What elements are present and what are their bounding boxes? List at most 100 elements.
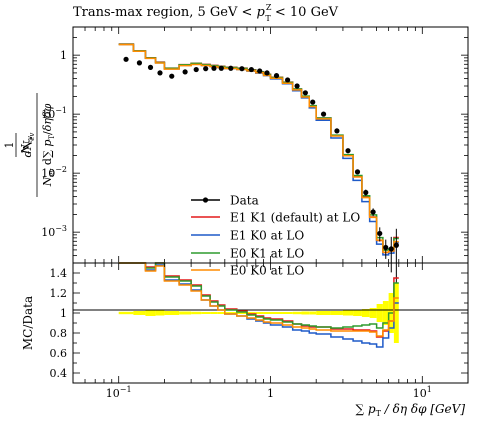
legend-label-e1k1: E1 K1 (default) at LO xyxy=(230,211,360,225)
main-series-line-3 xyxy=(118,43,399,253)
ratio-y-tick-label: 0.4 xyxy=(50,367,68,380)
uncertainty-band-bin xyxy=(201,312,211,314)
data-point xyxy=(388,246,394,252)
uncertainty-band-bin xyxy=(342,310,354,316)
main-data-points xyxy=(123,56,399,305)
data-point xyxy=(147,64,154,70)
legend-label-e0k1: E0 K1 at LO xyxy=(230,247,304,261)
svg-text:Nev: Nev xyxy=(19,136,34,155)
uncertainty-band-bin xyxy=(164,311,180,315)
data-point xyxy=(257,68,263,74)
data-point xyxy=(182,69,188,75)
ratio-y-tick-label: 0.6 xyxy=(50,347,68,360)
uncertainty-band-bin xyxy=(316,311,331,315)
uncertainty-band-bin xyxy=(145,310,156,316)
ratio-y-tick-label: 1 xyxy=(60,307,67,320)
uncertainty-band-bin xyxy=(369,308,377,318)
data-point xyxy=(294,83,300,89)
ratio-y-tick-label: 1.4 xyxy=(50,267,68,280)
svg-text:1: 1 xyxy=(3,142,16,149)
ratio-panel: 0.4 0.6 0.8 1 1.2 1.4 10−1 1 101 xyxy=(50,262,469,400)
data-point xyxy=(211,65,217,71)
uncertainty-band-bin xyxy=(292,311,302,315)
data-point xyxy=(377,230,383,237)
uncertainty-band-bin xyxy=(217,312,225,314)
data-point xyxy=(354,169,361,175)
data-point xyxy=(334,128,340,134)
main-panel: 1 10−1 10−2 10−3 xyxy=(41,26,469,305)
uncertainty-band-bin xyxy=(301,311,310,315)
uncertainty-band-bin xyxy=(361,309,370,317)
ratio-x-ticks: 10−1 1 101 xyxy=(72,263,469,400)
uncertainty-band-bin xyxy=(382,301,389,325)
data-point xyxy=(123,56,129,62)
uncertainty-band-bin xyxy=(270,312,283,314)
data-point xyxy=(302,90,308,96)
ratio-y-axis-label: MC/Data xyxy=(21,296,35,350)
main-y-ticks: 1 10−1 10−2 10−3 xyxy=(41,26,468,264)
main-y-axis-label: dNev Nev d∑ pT/δηδφ xyxy=(21,93,56,197)
x-tick-label: 101 xyxy=(413,385,432,400)
data-point xyxy=(157,70,163,76)
svg-text:dNev: dNev xyxy=(21,133,36,158)
ratio-mc-series xyxy=(118,262,399,348)
data-point xyxy=(383,244,389,251)
main-y-tick-label: 1 xyxy=(60,49,67,62)
chart-title: Trans-max region, 5 GeV < pZ T < 10 GeV xyxy=(73,3,339,23)
uncertainty-band-bin xyxy=(282,312,293,314)
uncertainty-band-bin xyxy=(330,311,343,315)
uncertainty-band-bin xyxy=(118,311,134,315)
data-point xyxy=(345,148,351,154)
data-point xyxy=(264,70,270,76)
legend-label-data: Data xyxy=(230,194,259,208)
data-point xyxy=(169,73,175,79)
uncertainty-band-bin xyxy=(393,283,399,343)
data-point xyxy=(393,242,399,248)
main-mc-series xyxy=(118,43,399,256)
uncertainty-band-bin xyxy=(353,310,362,316)
data-point xyxy=(228,65,234,71)
main-x-ticks xyxy=(72,27,469,263)
data-point xyxy=(248,66,254,73)
legend-entry-e1k0: E1 K0 at LO xyxy=(191,229,304,243)
uncertainty-band-bin xyxy=(155,310,165,316)
uncertainty-band-bin xyxy=(179,311,192,315)
uncertainty-band-bin xyxy=(376,304,383,322)
main-y-axis-label-prefactor: 1 Nev xyxy=(3,133,34,157)
legend: Data E1 K1 (default) at LO E1 K0 at LO E… xyxy=(191,194,360,278)
data-point xyxy=(136,60,143,66)
ratio-series-line-2 xyxy=(118,262,399,329)
data-point xyxy=(273,73,280,79)
uncertainty-band-bin xyxy=(246,312,256,314)
data-point xyxy=(370,209,376,215)
ratio-y-tick-label: 0.8 xyxy=(50,327,68,340)
legend-entry-e0k1: E0 K1 at LO xyxy=(191,247,304,261)
uncertainty-band-bin xyxy=(255,312,264,314)
uncertainty-band-bin xyxy=(133,311,146,315)
uncertainty-band-bin xyxy=(309,311,317,315)
ratio-y-tick-label: 1.2 xyxy=(50,287,68,300)
data-point xyxy=(363,189,369,196)
uncertainty-band-bin xyxy=(263,312,271,314)
legend-entry-e1k1: E1 K1 (default) at LO xyxy=(191,211,360,225)
svg-text:Nev d∑ pT/δηδφ: Nev d∑ pT/δηδφ xyxy=(41,103,56,187)
x-tick-label: 10−1 xyxy=(106,385,132,400)
main-y-tick-label: 10−1 xyxy=(41,106,67,121)
ratio-series-line-1 xyxy=(118,262,399,348)
legend-entry-data: Data xyxy=(191,194,259,208)
ratio-series-line-3 xyxy=(118,262,399,337)
main-y-tick-label: 10−2 xyxy=(41,165,67,180)
data-point xyxy=(310,99,316,105)
legend-label-e1k0: E1 K0 at LO xyxy=(230,229,304,243)
legend-entry-e0k0: E0 K0 at LO xyxy=(191,264,304,278)
x-tick-label: 1 xyxy=(267,387,274,400)
uncertainty-band-bin xyxy=(224,312,237,314)
data-point xyxy=(203,66,209,72)
data-point xyxy=(320,111,327,117)
ratio-uncertainty-band xyxy=(118,283,399,343)
x-axis-label: ∑ pT / δη δφ [GeV] xyxy=(356,402,466,418)
data-point xyxy=(218,65,224,71)
data-point xyxy=(285,77,291,83)
uncertainty-band-bin xyxy=(191,311,202,315)
